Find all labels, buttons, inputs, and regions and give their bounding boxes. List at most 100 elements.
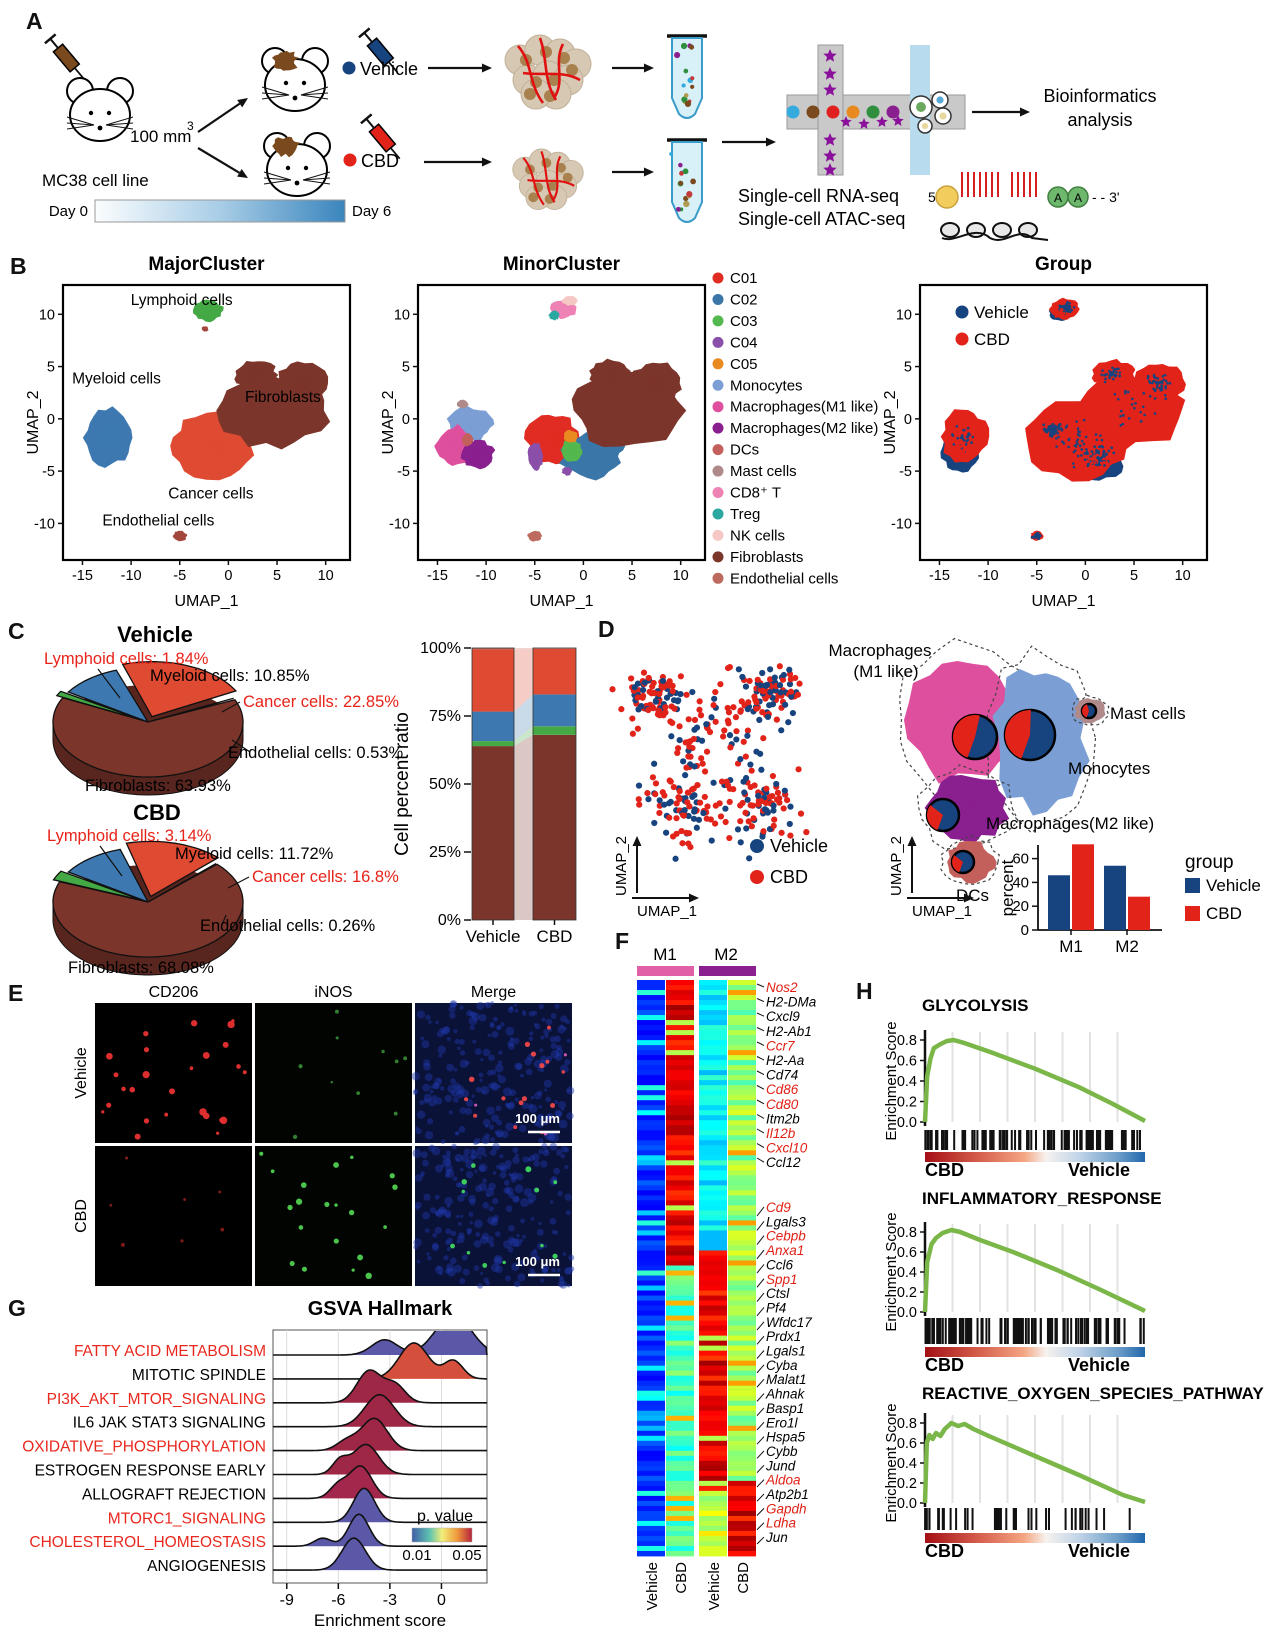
gene-label-Cyba: Cyba — [766, 1358, 798, 1373]
x-tick: -5 — [528, 568, 541, 584]
line — [221, 701, 241, 713]
ratio-y-label: Cell percent ratio — [392, 712, 413, 856]
x-tick: 10 — [318, 568, 334, 584]
legend-label: C02 — [730, 291, 758, 308]
cluster-outline-Monocytes — [985, 645, 1097, 834]
line — [300, 86, 329, 96]
immunofluorescence-grid: CD206 iNOS Merge Vehicle CBD 100 μm 100 μm — [73, 984, 575, 1289]
line — [261, 92, 290, 96]
line — [66, 124, 95, 130]
percent-tick: 40 — [1012, 874, 1029, 891]
y-tick: 10 — [896, 307, 912, 323]
gene-label-Cd80: Cd80 — [766, 1097, 799, 1112]
gene-label-Ctsl: Ctsl — [766, 1286, 790, 1301]
y-tick: 10 — [39, 307, 55, 323]
ratio-y-tick: 75% — [429, 708, 461, 725]
x-tick: -10 — [121, 568, 142, 584]
tube-icon — [667, 138, 707, 223]
gsva-x-tick: 0 — [437, 1592, 446, 1609]
gsea-y-tick: 0.6 — [897, 1054, 917, 1070]
percent-label: percent — [998, 859, 1017, 916]
x-axis-label: UMAP_1 — [1031, 593, 1095, 610]
panel-a-label: A — [26, 8, 43, 34]
line — [756, 1350, 765, 1359]
legend-label: C04 — [730, 334, 758, 351]
gsea-y-tick: 0.2 — [897, 1285, 917, 1301]
line — [105, 122, 134, 126]
line — [756, 1143, 765, 1149]
legend-swatch-Endothelial cells — [712, 572, 724, 584]
gene-label-Ero1l: Ero1l — [766, 1415, 799, 1430]
celltype-label: Mast cells — [1110, 704, 1186, 723]
gene-label-Cd86: Cd86 — [766, 1082, 799, 1097]
gsea-cbd-label: CBD — [925, 1355, 964, 1375]
line — [756, 1464, 765, 1474]
group-legend-title: group — [1185, 852, 1234, 873]
line — [302, 179, 331, 185]
gsea-y-tick: 0.4 — [897, 1456, 917, 1472]
line — [756, 1070, 765, 1076]
gsva-ridgeline: FATTY ACID METABOLISM MITOTIC SPINDLE PI3K… — [22, 1329, 488, 1630]
ratio-x-label: Vehicle — [466, 927, 521, 946]
cluster-label: Lymphoid cells — [131, 292, 233, 309]
x-tick: 5 — [628, 568, 636, 584]
gsea-title-ros: REACTIVE_OXYGEN_SPECIES_PATHWAY — [922, 1384, 1264, 1403]
umap2-arrow-label: UMAP_2 — [888, 836, 905, 896]
if-image — [95, 1146, 252, 1286]
line — [390, 147, 401, 160]
y-tick: 5 — [904, 360, 912, 376]
cluster-outline-Macrophages(M2 like) — [916, 764, 1019, 850]
gene-label-Ccl6: Ccl6 — [766, 1257, 793, 1272]
pvalue-legend-title: p. value — [417, 1508, 473, 1525]
star-cell-icon — [823, 49, 837, 62]
gene-label-Il12b: Il12b — [766, 1126, 796, 1141]
line — [756, 1278, 765, 1288]
arrow — [972, 107, 1030, 117]
m1-header-bar — [637, 966, 694, 976]
gsva-x-tick: -3 — [383, 1592, 397, 1609]
cluster-outline-DCs — [940, 835, 1000, 885]
ratio-y-tick: 50% — [429, 776, 461, 793]
three-prime-label: - - 3' — [1092, 189, 1120, 205]
panel-b-label: B — [10, 253, 27, 279]
star-cell-icon — [823, 83, 837, 96]
line — [74, 67, 85, 80]
majorcluster-title: MajorCluster — [148, 254, 265, 275]
if-image — [255, 1003, 412, 1143]
gsea-y-tick: 0.0 — [897, 1305, 917, 1321]
star-cell-icon — [823, 149, 837, 162]
arrow — [722, 137, 776, 147]
line — [756, 1335, 765, 1345]
y-axis-label: UMAP_2 — [25, 390, 42, 454]
gsea-y-tick: 0.2 — [897, 1095, 917, 1111]
pathway-label: MITOTIC SPINDLE — [132, 1367, 266, 1384]
arrow — [612, 63, 654, 73]
line — [756, 1507, 765, 1516]
syringe-icon — [360, 113, 401, 160]
percent-tick: 0 — [1021, 922, 1029, 939]
mouse-icon — [263, 132, 331, 197]
legend-swatch-Fibroblasts — [712, 551, 724, 563]
panel-g-label: G — [8, 1295, 26, 1321]
pie-slice-Fibroblasts — [52, 863, 244, 958]
x-tick: -15 — [427, 568, 448, 584]
line — [756, 1536, 765, 1545]
line — [756, 1041, 765, 1046]
pie-label-Myeloid cells: Myeloid cells: 11.72% — [175, 845, 334, 863]
gsea-vehicle-label: Vehicle — [1068, 1355, 1130, 1375]
x-tick: -5 — [173, 568, 186, 584]
gsva-title: GSVA Hallmark — [307, 1298, 453, 1320]
syringe-icon — [358, 27, 399, 74]
line — [261, 94, 290, 100]
day6-label: Day 6 — [352, 203, 391, 220]
if-row-label-CBD: CBD — [73, 1199, 90, 1233]
pathway-label: IL6 JAK STAT3 SIGNALING — [73, 1415, 266, 1432]
if-image — [255, 1146, 412, 1286]
ridge-IL6 JAK STAT3 SIGNALING — [273, 1393, 487, 1428]
gsva-x-tick: -9 — [280, 1592, 294, 1609]
ratio-y-tick: 0% — [438, 912, 461, 929]
x-tick: 5 — [273, 568, 281, 584]
vehicle-group-label: Vehicle — [360, 59, 418, 79]
